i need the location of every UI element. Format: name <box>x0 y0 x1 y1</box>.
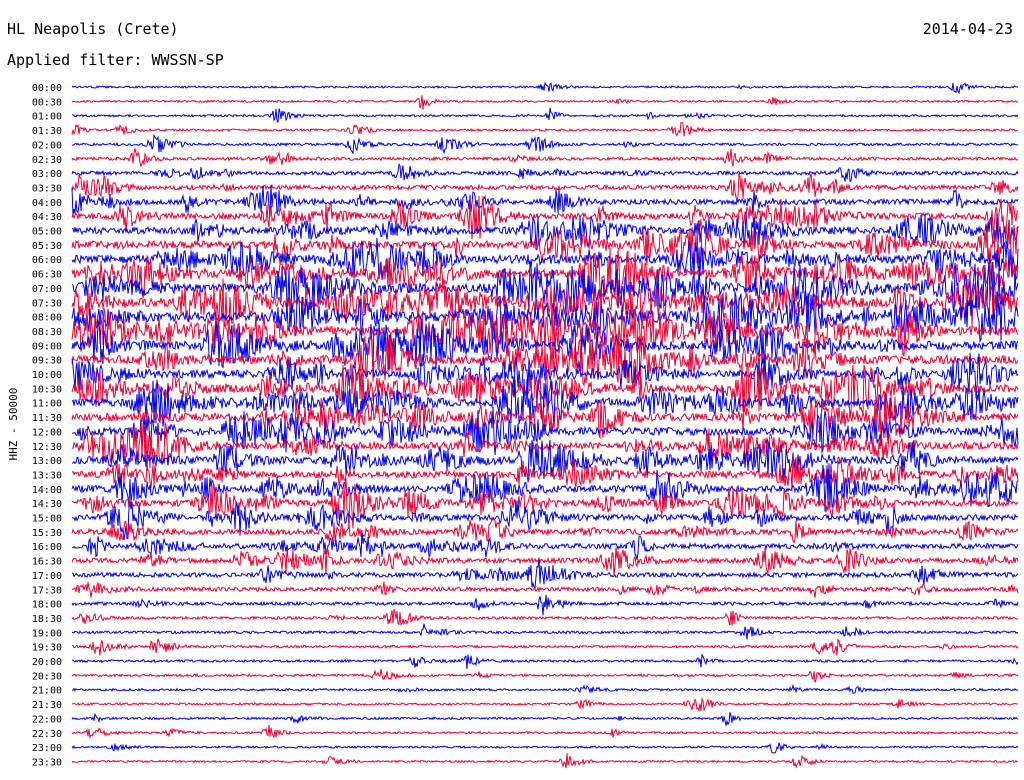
trace-row <box>71 290 1019 343</box>
row-label: 02:00 <box>32 140 62 151</box>
trace-row <box>71 516 1019 544</box>
row-label: 00:00 <box>32 83 62 94</box>
row-label: 18:00 <box>32 600 62 611</box>
trace-row <box>72 623 1019 640</box>
row-label: 17:00 <box>32 571 62 582</box>
row-label: 21:30 <box>32 700 62 711</box>
trace-row <box>71 594 1019 616</box>
row-label: 08:30 <box>32 327 62 338</box>
trace-row <box>71 439 1019 481</box>
trace-row <box>71 742 1019 754</box>
row-label: 11:00 <box>32 399 62 410</box>
row-label: 07:00 <box>32 284 62 295</box>
row-label: 09:30 <box>32 356 62 367</box>
traces <box>71 81 1019 769</box>
trace-row <box>71 107 1019 123</box>
trace-row <box>71 638 1019 656</box>
row-labels: 00:00 00:30 01:00 01:30 02:00 02:30 03:00 03:30… <box>32 83 62 768</box>
trace-row <box>71 247 1019 300</box>
trace-row <box>71 148 1019 168</box>
trace-row <box>71 696 1019 713</box>
row-label: 00:30 <box>32 97 62 108</box>
row-label: 19:00 <box>32 628 62 639</box>
trace-row <box>71 683 1019 694</box>
row-label: 18:30 <box>32 614 62 625</box>
trace-row <box>71 261 1019 316</box>
row-label: 01:00 <box>32 112 62 123</box>
row-label: 12:30 <box>32 442 62 453</box>
trace-row <box>71 558 1019 590</box>
row-label: 19:30 <box>32 643 62 654</box>
row-label: 14:30 <box>32 499 62 510</box>
trace-row <box>71 378 1019 428</box>
trace-row <box>71 211 1019 251</box>
row-label: 03:00 <box>32 169 62 180</box>
row-label: 06:30 <box>32 270 62 281</box>
row-label: 23:00 <box>32 743 62 754</box>
row-label: 02:30 <box>32 155 62 166</box>
trace-row <box>71 668 1019 683</box>
row-label: 05:00 <box>32 227 62 238</box>
row-label: 05:30 <box>32 241 62 252</box>
row-label: 10:30 <box>32 384 62 395</box>
trace-row <box>71 463 1019 512</box>
trace-row <box>71 333 1019 388</box>
row-label: 15:30 <box>32 528 62 539</box>
trace-row <box>71 350 1019 399</box>
trace-row <box>71 95 1019 110</box>
trace-row <box>71 81 1019 95</box>
trace-row <box>71 133 1019 155</box>
trace-row <box>71 121 1019 137</box>
date-label: 2014-04-23 <box>922 20 1013 38</box>
row-label: 01:30 <box>32 126 62 137</box>
filter-label: Applied filter: WWSSN-SP <box>7 51 224 69</box>
trace-row <box>71 406 1019 456</box>
trace-row <box>71 185 1019 218</box>
row-label: 10:00 <box>32 370 62 381</box>
trace-row <box>71 712 1019 726</box>
row-label: 21:00 <box>32 686 62 697</box>
trace-row <box>71 455 1019 492</box>
trace-row <box>71 581 1019 598</box>
trace-row <box>71 319 1019 371</box>
trace-row <box>71 753 1019 769</box>
row-label: 11:30 <box>32 413 62 424</box>
trace-row <box>71 529 1019 560</box>
trace-row <box>71 546 1019 576</box>
trace-row <box>71 278 1019 328</box>
row-label: 16:00 <box>32 542 62 553</box>
trace-row <box>71 173 1019 202</box>
trace-row <box>71 420 1019 472</box>
row-label: 22:00 <box>32 714 62 725</box>
row-label: 06:00 <box>32 255 62 266</box>
row-label: 22:30 <box>32 729 62 740</box>
station-title: HL Neapolis (Crete) <box>7 20 179 38</box>
row-label: 09:00 <box>32 341 62 352</box>
row-label: 20:30 <box>32 671 62 682</box>
row-label: 04:00 <box>32 198 62 209</box>
trace-row <box>71 609 1019 626</box>
trace-row <box>71 500 1019 541</box>
trace-row <box>71 163 1019 182</box>
row-label: 23:30 <box>32 757 62 768</box>
trace-row <box>71 362 1019 416</box>
row-label: 14:00 <box>32 485 62 496</box>
trace-row <box>71 237 1019 281</box>
trace-row <box>71 195 1019 240</box>
trace-row <box>71 478 1019 529</box>
row-label: 07:30 <box>32 298 62 309</box>
row-label: 13:00 <box>32 456 62 467</box>
row-label: 12:00 <box>32 427 62 438</box>
row-label: 20:00 <box>32 657 62 668</box>
row-label: 04:30 <box>32 212 62 223</box>
row-label: 13:30 <box>32 470 62 481</box>
row-label: 15:00 <box>32 514 62 525</box>
trace-row <box>71 725 1019 740</box>
row-label: 16:30 <box>32 557 62 568</box>
row-label: 03:30 <box>32 183 62 194</box>
row-label: 17:30 <box>32 585 62 596</box>
trace-row <box>71 653 1019 669</box>
row-label: 08:00 <box>32 313 62 324</box>
